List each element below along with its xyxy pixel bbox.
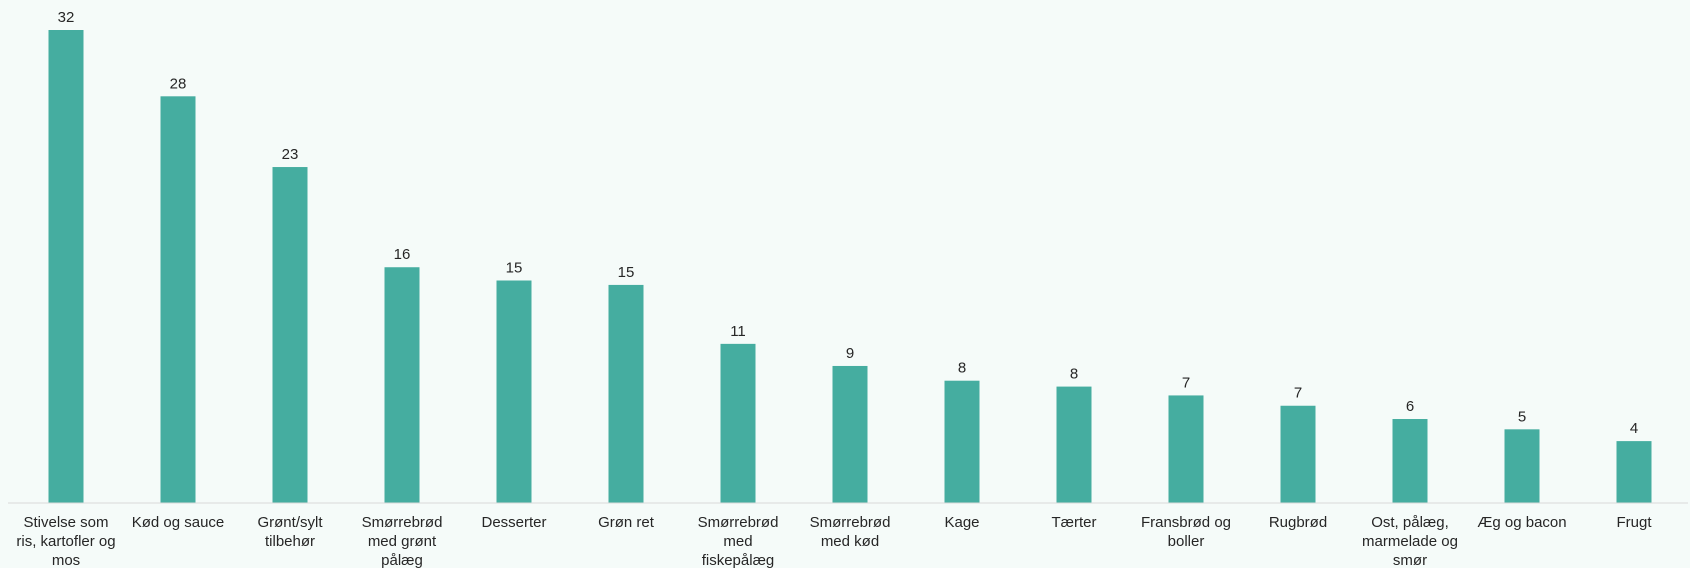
- tick-label: Kage: [944, 514, 979, 531]
- bar: [160, 96, 196, 503]
- data-label: 15: [618, 264, 635, 281]
- data-label: 28: [170, 75, 187, 92]
- bar: [944, 380, 980, 503]
- data-label: 7: [1294, 385, 1302, 402]
- data-label: 23: [282, 146, 299, 163]
- tick-label: Rugbrød: [1269, 514, 1327, 531]
- tick-label: Frugt: [1616, 514, 1652, 531]
- tick-label: Grønt/sylt tilbehør: [257, 514, 323, 550]
- data-label: 16: [394, 246, 411, 263]
- bar: [384, 267, 420, 503]
- bar: [1392, 419, 1428, 503]
- tick-label: Smørrebrød med kød: [810, 514, 891, 550]
- tick-label: Kød og sauce: [132, 514, 225, 531]
- data-label: 6: [1406, 398, 1414, 415]
- bar: [1056, 386, 1092, 503]
- bar: [496, 280, 532, 503]
- bar: [272, 167, 308, 503]
- bar: [1168, 395, 1204, 503]
- bar: [608, 284, 644, 503]
- tick-label: Grøn ret: [598, 514, 655, 531]
- tick-label: Desserter: [481, 514, 546, 531]
- data-label: 5: [1518, 408, 1526, 425]
- bar: [720, 343, 756, 503]
- bar: [832, 365, 868, 503]
- value-labels-group: 32 28 23 16 15 15 11 9 8 8 7 7 6 5 4: [58, 9, 1639, 437]
- data-label: 15: [506, 259, 523, 276]
- bar: [1616, 441, 1652, 503]
- tick-label: Stivelse som ris, kartofler og mos: [16, 514, 115, 568]
- data-label: 8: [1070, 366, 1078, 383]
- tick-label: Fransbrød og boller: [1141, 514, 1231, 550]
- bar: [48, 30, 84, 503]
- category-labels-group: Stivelse som ris, kartofler og mos Kød og s…: [16, 514, 1652, 568]
- bars-group: [48, 30, 1652, 503]
- tick-label: Smørrebrød med fiskepålæg: [698, 514, 779, 568]
- data-label: 32: [58, 9, 75, 26]
- data-label: 11: [730, 323, 746, 340]
- bar: [1280, 405, 1316, 503]
- data-label: 9: [846, 345, 854, 362]
- tick-label: Smørrebrød med grønt pålæg: [362, 514, 443, 568]
- tick-label: Tærter: [1052, 514, 1097, 531]
- data-label: 7: [1182, 374, 1190, 391]
- bar: [1504, 429, 1540, 503]
- data-label: 8: [958, 360, 966, 377]
- tick-label: Ost, pålæg, marmelade og smør: [1362, 514, 1458, 568]
- tick-label: Æg og bacon: [1477, 514, 1566, 531]
- data-label: 4: [1630, 420, 1638, 437]
